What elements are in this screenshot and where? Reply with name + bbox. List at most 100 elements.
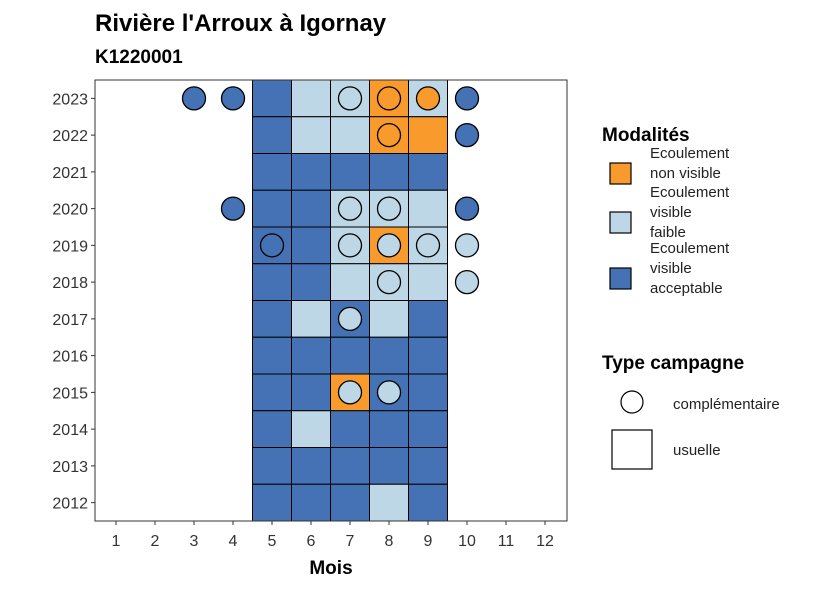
tile-2012-7 (330, 483, 370, 522)
legend-type-campagne: Type campagne complémentaire usuelle (602, 353, 780, 470)
tile-2017-6 (291, 300, 331, 338)
y-tick-label-2019: 2019 (52, 238, 88, 255)
point-2015-8 (376, 380, 402, 405)
legend-label-acceptable-1: visible (650, 260, 692, 277)
tile-2012-6 (291, 483, 331, 522)
tile-2022-5 (252, 116, 292, 154)
point-2020-4 (220, 196, 246, 221)
tile-2021-6 (291, 153, 331, 191)
chart-subtitle: K1220001 (95, 47, 183, 68)
tile-2013-9 (408, 447, 448, 485)
point-2019-9 (415, 233, 441, 258)
legend-type-title: Type campagne (602, 353, 744, 374)
tile-2012-5 (252, 483, 292, 522)
x-tick-label-6: 6 (307, 533, 316, 550)
x-tick-label-3: 3 (190, 533, 199, 550)
point-2023-4 (220, 86, 246, 111)
point-2019-10 (454, 233, 480, 258)
x-tick-label-7: 7 (346, 533, 355, 550)
tile-2023-6 (291, 79, 331, 118)
plot-area (94, 79, 568, 522)
legend-label-faible-2: faible (650, 224, 686, 241)
tile-2018-9 (408, 263, 448, 301)
legend-key-acceptable (609, 267, 632, 290)
tile-2014-9 (408, 410, 448, 448)
panel-border (94, 79, 568, 522)
tile-2014-6 (291, 410, 331, 448)
tile-2013-6 (291, 447, 331, 485)
tile-2021-5 (252, 153, 292, 191)
tile-2017-9 (408, 300, 448, 338)
tile-2020-9 (408, 189, 448, 228)
tile-2014-7 (330, 410, 370, 448)
x-tick-label-8: 8 (385, 533, 394, 550)
y-axis: 2012 2013 2014 2015 2016 2017 2018 2019 2020 2021… (52, 91, 95, 513)
tile-2017-8 (369, 300, 409, 338)
y-tick-label-2015: 2015 (52, 385, 88, 402)
point-2023-10 (454, 86, 480, 111)
tile-2015-9 (408, 373, 448, 412)
legend-square-symbol (611, 429, 653, 470)
point-2020-10 (454, 196, 480, 221)
tile-2014-8 (369, 410, 409, 448)
tile-2013-7 (330, 447, 370, 485)
legend-modalites-title: Modalités (602, 125, 690, 146)
usuelle-cells (252, 79, 448, 522)
complementaire-points (181, 86, 480, 405)
legend-modalites: Modalités Ecoulement non visible Ecoulemen… (602, 125, 730, 297)
point-2018-10 (454, 269, 480, 295)
point-2017-7 (337, 306, 363, 332)
point-2022-10 (454, 122, 480, 148)
y-tick-label-2022: 2022 (52, 128, 88, 145)
point-2023-7 (337, 86, 363, 111)
legend-circle-symbol (620, 390, 644, 414)
tile-2017-5 (252, 300, 292, 338)
tile-2022-7 (330, 116, 370, 154)
tile-2021-8 (369, 153, 409, 191)
tile-2020-5 (252, 189, 292, 228)
point-2019-7 (337, 233, 363, 258)
x-tick-label-12: 12 (536, 533, 554, 550)
legend-key-faible (609, 211, 632, 234)
legend-label-non_visible-0: Ecoulement (650, 145, 730, 162)
y-tick-label-2016: 2016 (52, 349, 88, 366)
tile-2013-8 (369, 447, 409, 485)
tile-2022-6 (291, 116, 331, 154)
tile-2019-6 (291, 226, 331, 265)
point-2023-9 (415, 86, 441, 111)
point-2019-5 (259, 233, 285, 258)
y-tick-label-2018: 2018 (52, 275, 88, 292)
legend-label-acceptable-0: Ecoulement (650, 240, 730, 257)
legend-label-faible-1: visible (650, 204, 692, 221)
legend-square-label: usuelle (673, 442, 721, 459)
y-tick-label-2021: 2021 (52, 165, 88, 182)
tile-2016-6 (291, 336, 331, 375)
tile-2016-9 (408, 336, 448, 375)
y-tick-label-2020: 2020 (52, 202, 88, 219)
point-2023-8 (376, 86, 402, 111)
legend-label-non_visible-1: non visible (650, 165, 721, 182)
point-2022-8 (376, 122, 402, 148)
tile-2022-9 (408, 116, 448, 154)
tile-2016-5 (252, 336, 292, 375)
y-tick-label-2012: 2012 (52, 496, 88, 513)
tile-2015-5 (252, 373, 292, 412)
x-tick-label-4: 4 (229, 533, 238, 550)
chart-title: Rivière l'Arroux à Igornay (95, 10, 387, 37)
tile-2020-6 (291, 189, 331, 228)
x-tick-label-10: 10 (458, 533, 476, 550)
tile-2016-7 (330, 336, 370, 375)
x-tick-label-1: 1 (112, 533, 121, 550)
x-tick-label-5: 5 (268, 533, 277, 550)
y-tick-label-2023: 2023 (52, 91, 88, 108)
x-axis: 1 2 3 4 5 6 7 8 9 10 11 12 (112, 521, 554, 550)
tile-2021-9 (408, 153, 448, 191)
tile-2018-5 (252, 263, 292, 301)
tile-2023-5 (252, 79, 292, 118)
point-2020-8 (376, 196, 402, 221)
tile-2012-9 (408, 483, 448, 522)
legend-key-non_visible (609, 162, 632, 185)
tile-2014-5 (252, 410, 292, 448)
point-2019-8 (376, 233, 402, 258)
